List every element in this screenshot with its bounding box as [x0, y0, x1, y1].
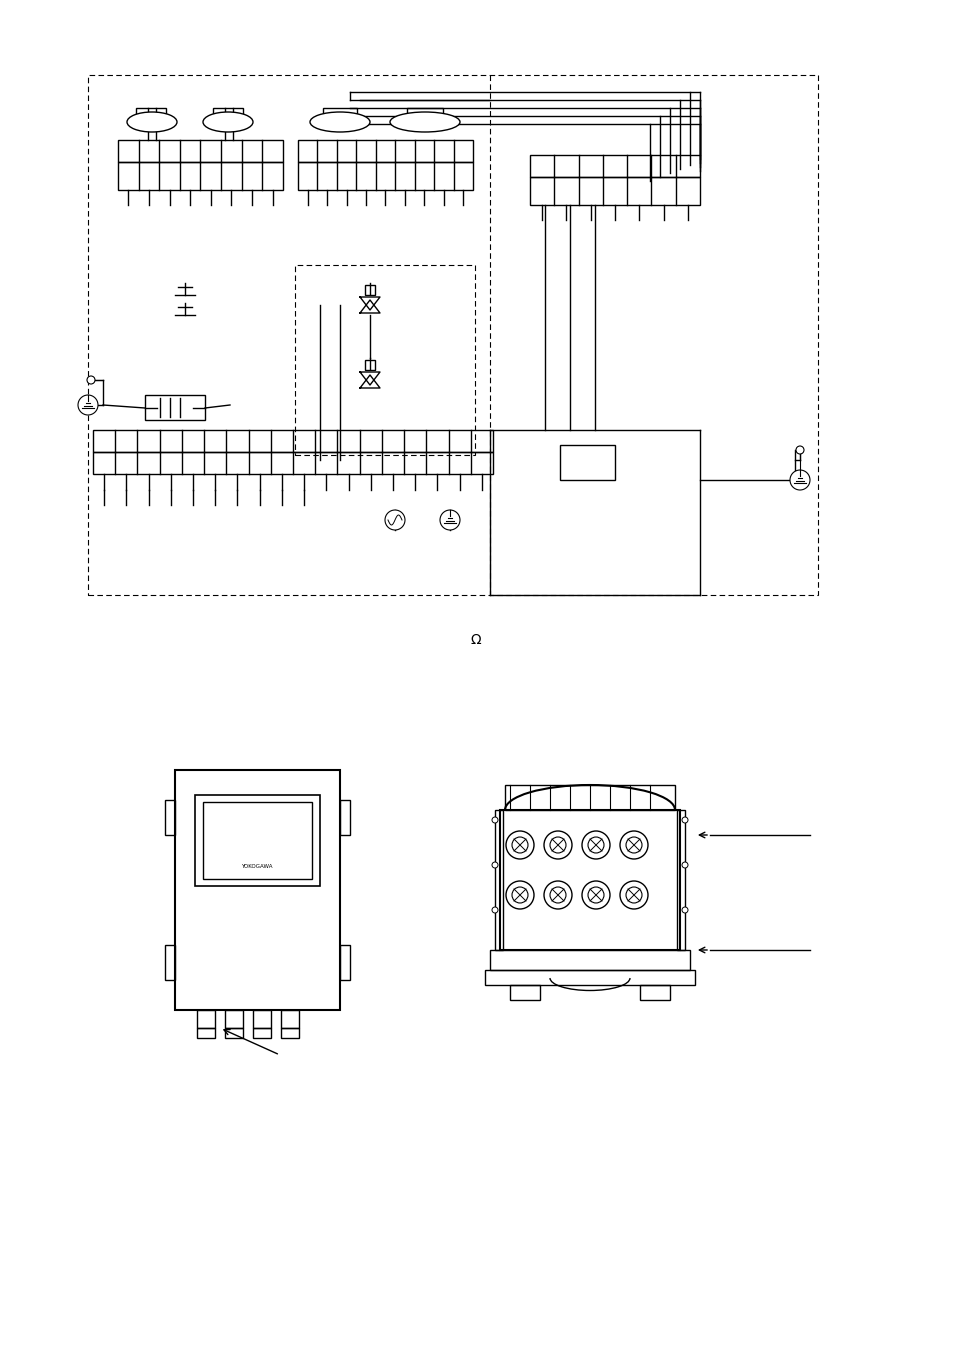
Bar [165, 944, 174, 979]
Bar [225, 1028, 243, 1038]
Circle shape [543, 881, 572, 909]
Bar [225, 1011, 243, 1028]
Bar [407, 108, 442, 120]
Circle shape [492, 907, 497, 913]
Circle shape [581, 831, 609, 859]
Bar [365, 285, 375, 295]
Circle shape [587, 838, 603, 852]
Circle shape [385, 509, 405, 530]
Circle shape [550, 888, 565, 902]
Bar [499, 811, 679, 950]
Bar [196, 1028, 214, 1038]
Circle shape [625, 888, 641, 902]
Text: YOKOGAWA: YOKOGAWA [241, 863, 273, 869]
Ellipse shape [127, 112, 177, 132]
Bar [530, 155, 700, 177]
Bar [174, 770, 339, 1011]
Bar [490, 950, 689, 970]
Bar [530, 177, 700, 205]
Bar [365, 359, 375, 370]
Circle shape [512, 838, 527, 852]
Polygon shape [359, 372, 379, 385]
Circle shape [439, 509, 459, 530]
Bar [196, 1011, 214, 1028]
Bar [194, 794, 319, 886]
Bar [253, 1011, 271, 1028]
Circle shape [789, 470, 809, 490]
Polygon shape [359, 297, 379, 309]
Bar [145, 394, 205, 420]
Circle shape [681, 862, 687, 867]
Circle shape [78, 394, 98, 415]
Circle shape [795, 446, 803, 454]
Bar [323, 108, 356, 120]
Bar [165, 800, 174, 835]
Bar [92, 430, 493, 453]
Ellipse shape [203, 112, 253, 132]
Bar [294, 265, 475, 455]
Circle shape [587, 888, 603, 902]
Circle shape [492, 817, 497, 823]
Bar [118, 162, 283, 190]
Circle shape [543, 831, 572, 859]
Bar [213, 108, 243, 120]
Circle shape [625, 838, 641, 852]
Bar [253, 1028, 271, 1038]
Text: $\Omega$: $\Omega$ [470, 634, 481, 647]
Circle shape [550, 838, 565, 852]
Bar [281, 1028, 298, 1038]
Circle shape [581, 881, 609, 909]
Circle shape [681, 907, 687, 913]
Ellipse shape [390, 112, 459, 132]
Bar [484, 970, 695, 985]
Bar [504, 785, 675, 811]
Circle shape [619, 831, 647, 859]
Circle shape [505, 831, 534, 859]
Bar [136, 108, 166, 120]
Circle shape [505, 881, 534, 909]
Bar [510, 985, 539, 1000]
Ellipse shape [310, 112, 370, 132]
Bar [92, 453, 493, 474]
Bar [339, 800, 350, 835]
Bar [339, 944, 350, 979]
Bar [495, 811, 502, 950]
Bar [297, 162, 473, 190]
Bar [118, 141, 283, 162]
Circle shape [87, 376, 95, 384]
Circle shape [512, 888, 527, 902]
Bar [559, 444, 615, 480]
Polygon shape [359, 300, 379, 313]
Bar [88, 76, 817, 594]
Bar [297, 141, 473, 162]
Bar [203, 802, 312, 880]
Circle shape [492, 862, 497, 867]
Bar [677, 811, 684, 950]
Polygon shape [359, 376, 379, 388]
Circle shape [619, 881, 647, 909]
Bar [639, 985, 669, 1000]
Bar [281, 1011, 298, 1028]
Circle shape [681, 817, 687, 823]
